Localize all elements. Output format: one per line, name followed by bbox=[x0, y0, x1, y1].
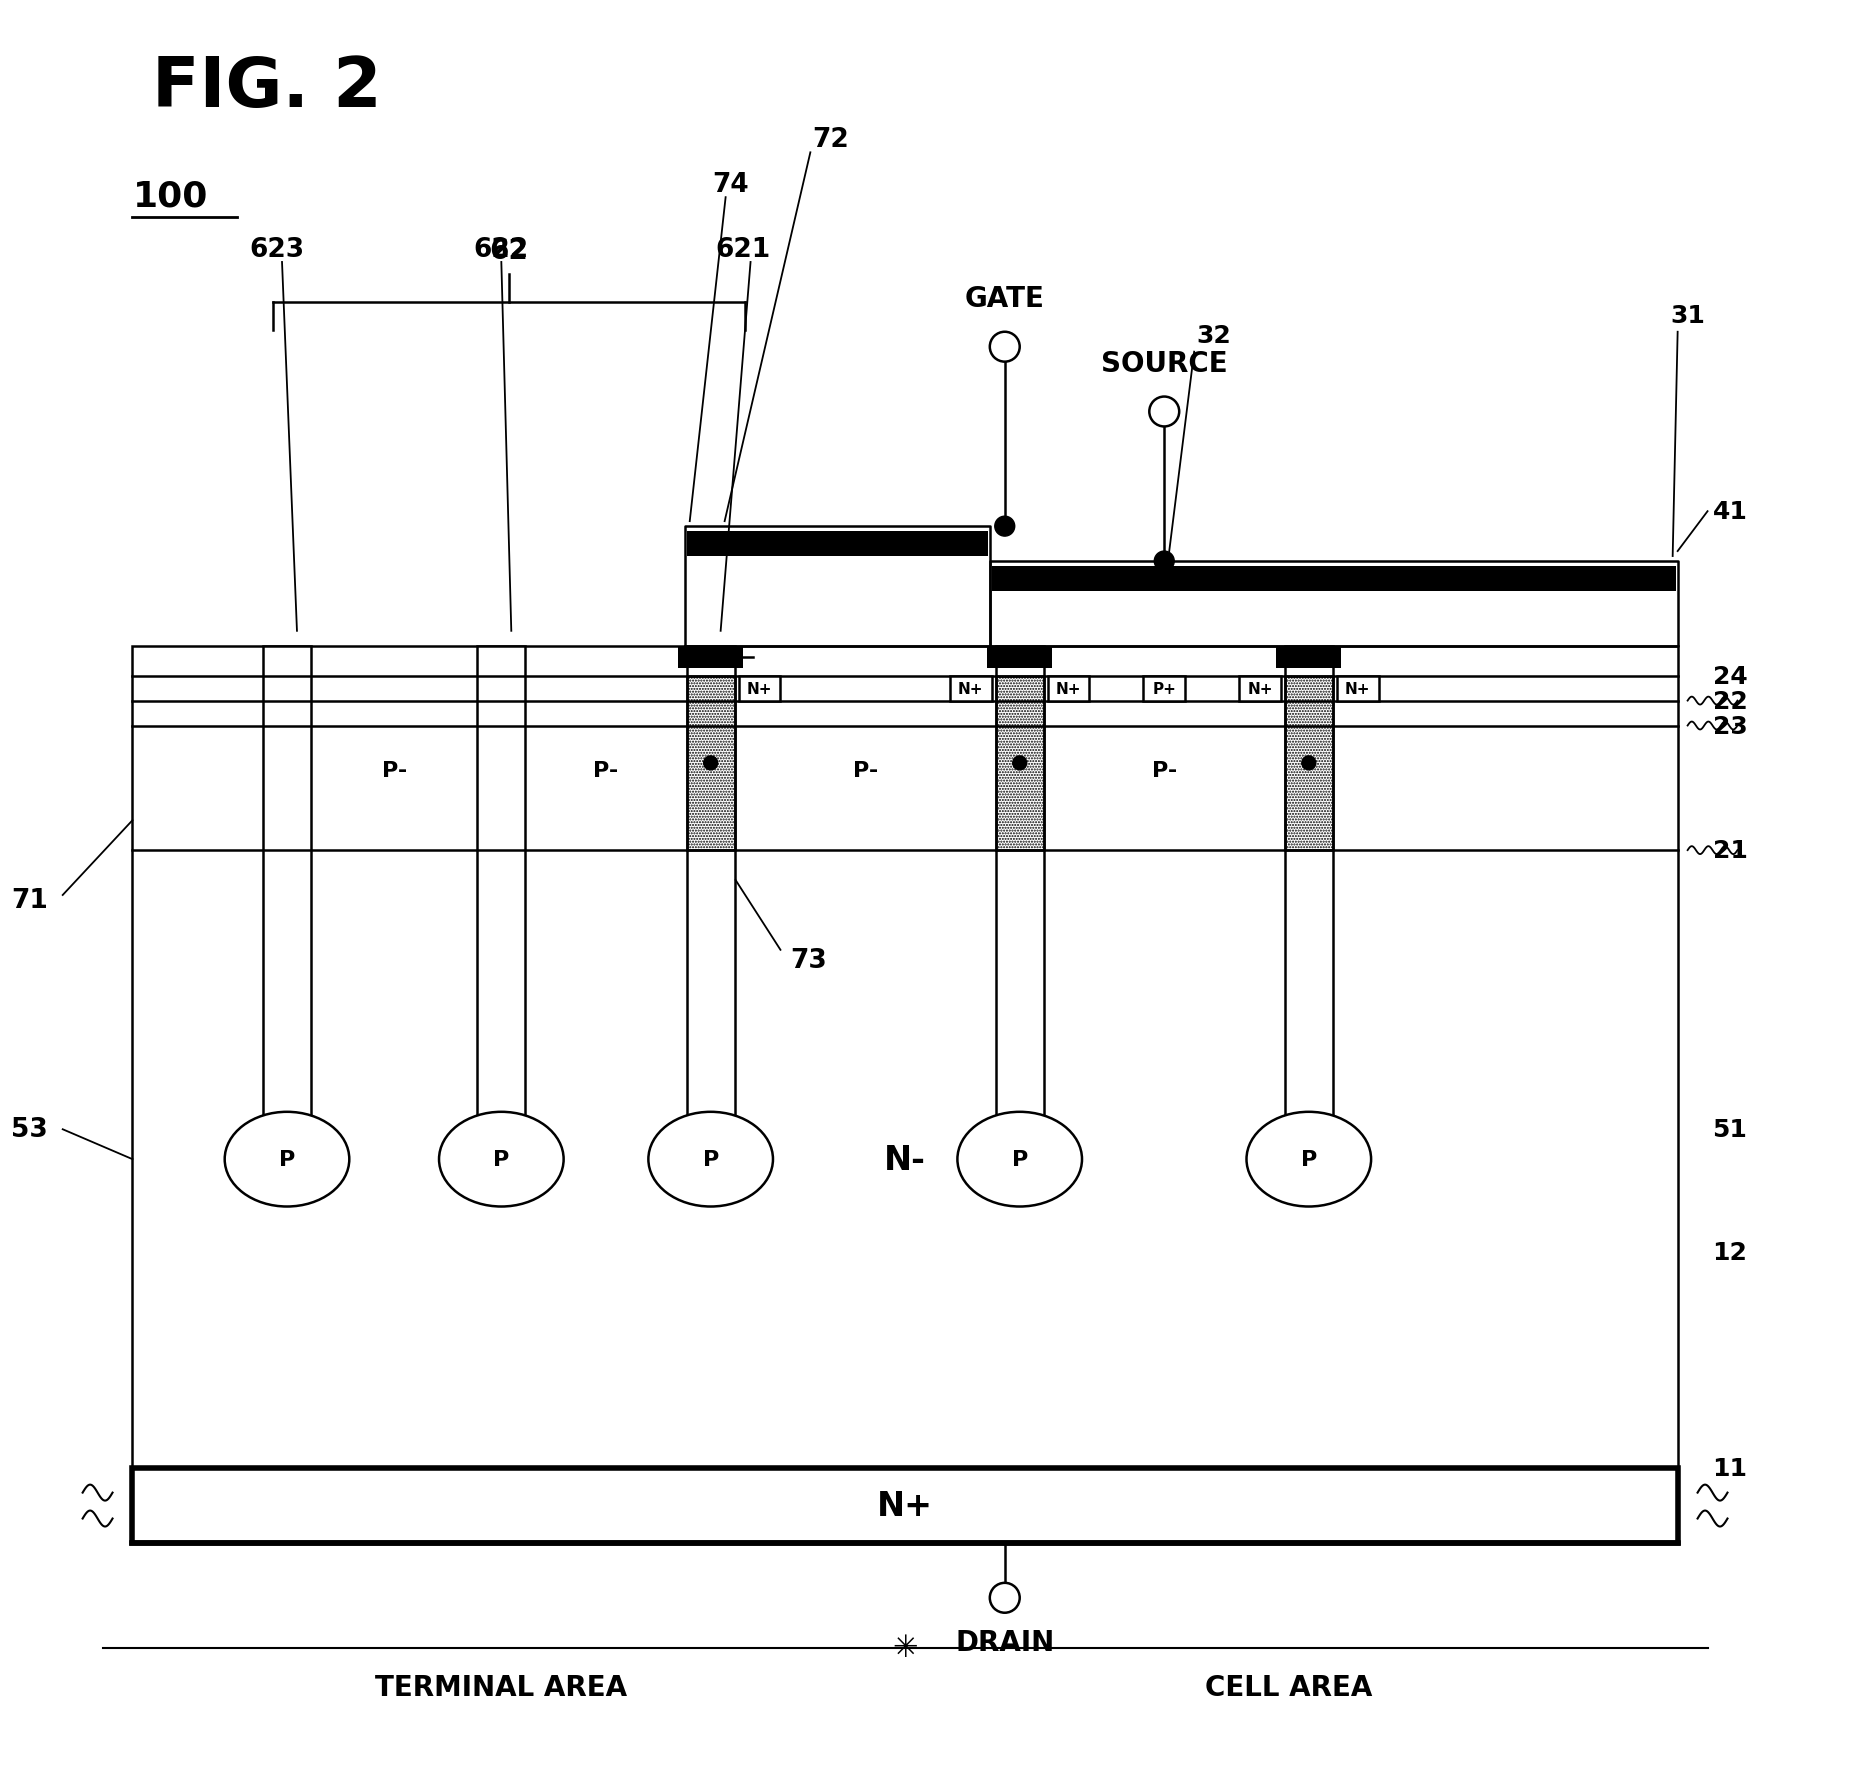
Text: 41: 41 bbox=[1713, 500, 1748, 523]
Text: 62: 62 bbox=[489, 237, 528, 265]
Text: P-: P- bbox=[382, 760, 407, 781]
Bar bbox=[687, 532, 987, 557]
Circle shape bbox=[1150, 397, 1180, 427]
Circle shape bbox=[1302, 756, 1315, 771]
Text: 71: 71 bbox=[11, 888, 48, 913]
Text: 31: 31 bbox=[1671, 304, 1706, 328]
Bar bbox=[1143, 676, 1185, 701]
Text: 32: 32 bbox=[1196, 324, 1232, 347]
Text: 12: 12 bbox=[1713, 1241, 1748, 1264]
Text: 53: 53 bbox=[11, 1116, 48, 1143]
Bar bbox=[133, 1468, 1678, 1543]
Text: N+: N+ bbox=[746, 682, 772, 696]
Text: P-: P- bbox=[1152, 760, 1176, 781]
Bar bbox=[1048, 676, 1089, 701]
Text: 11: 11 bbox=[1713, 1456, 1748, 1481]
Text: 622: 622 bbox=[474, 237, 530, 263]
Text: P+: P+ bbox=[1152, 682, 1176, 696]
Text: 100: 100 bbox=[133, 180, 207, 214]
Bar bbox=[987, 646, 1052, 668]
Text: P: P bbox=[702, 1150, 719, 1169]
Text: N+: N+ bbox=[878, 1490, 933, 1522]
Ellipse shape bbox=[648, 1112, 772, 1207]
Text: P-: P- bbox=[593, 760, 619, 781]
Text: N+: N+ bbox=[1345, 682, 1370, 696]
Circle shape bbox=[989, 1582, 1020, 1613]
Text: P: P bbox=[493, 1150, 509, 1169]
Circle shape bbox=[1154, 552, 1174, 571]
Bar bbox=[687, 676, 735, 851]
Text: P: P bbox=[1011, 1150, 1028, 1169]
Bar bbox=[687, 646, 735, 1159]
Text: 74: 74 bbox=[713, 173, 748, 198]
Bar bbox=[1239, 676, 1282, 701]
Text: 24: 24 bbox=[1713, 664, 1746, 689]
Text: SOURCE: SOURCE bbox=[1100, 349, 1228, 377]
Text: 22: 22 bbox=[1713, 689, 1746, 714]
Text: N+: N+ bbox=[1246, 682, 1272, 696]
Text: FIG. 2: FIG. 2 bbox=[152, 53, 382, 121]
Bar bbox=[996, 646, 1045, 1159]
Text: P-: P- bbox=[852, 760, 878, 781]
Text: 73: 73 bbox=[791, 947, 828, 974]
Text: P: P bbox=[280, 1150, 294, 1169]
Ellipse shape bbox=[957, 1112, 1082, 1207]
Bar bbox=[1285, 676, 1333, 851]
Bar bbox=[133, 646, 1678, 1468]
Circle shape bbox=[989, 333, 1020, 363]
Text: 72: 72 bbox=[811, 126, 848, 153]
Circle shape bbox=[1013, 756, 1026, 771]
Bar bbox=[1337, 676, 1378, 701]
Text: N+: N+ bbox=[1056, 682, 1082, 696]
Text: DRAIN: DRAIN bbox=[956, 1627, 1054, 1655]
Text: TERMINAL AREA: TERMINAL AREA bbox=[376, 1673, 628, 1700]
Text: CELL AREA: CELL AREA bbox=[1206, 1673, 1372, 1700]
Ellipse shape bbox=[1246, 1112, 1370, 1207]
Text: P: P bbox=[1300, 1150, 1317, 1169]
Ellipse shape bbox=[224, 1112, 350, 1207]
Text: GATE: GATE bbox=[965, 285, 1045, 313]
Text: 51: 51 bbox=[1713, 1118, 1748, 1141]
Bar bbox=[1285, 646, 1333, 1159]
Bar bbox=[1276, 646, 1341, 668]
Bar bbox=[478, 646, 526, 1159]
Text: N+: N+ bbox=[957, 682, 983, 696]
Text: 623: 623 bbox=[250, 237, 304, 263]
Bar bbox=[678, 646, 743, 668]
Bar bbox=[996, 676, 1045, 851]
Text: 23: 23 bbox=[1713, 714, 1746, 739]
Bar bbox=[739, 676, 780, 701]
Circle shape bbox=[704, 756, 719, 771]
Text: ✳: ✳ bbox=[893, 1634, 919, 1663]
Text: 621: 621 bbox=[715, 237, 770, 263]
Text: 21: 21 bbox=[1713, 838, 1748, 863]
Ellipse shape bbox=[439, 1112, 563, 1207]
Bar bbox=[950, 676, 993, 701]
Bar bbox=[263, 646, 311, 1159]
Bar bbox=[993, 566, 1676, 591]
Text: N-: N- bbox=[883, 1143, 926, 1177]
Circle shape bbox=[995, 516, 1015, 538]
